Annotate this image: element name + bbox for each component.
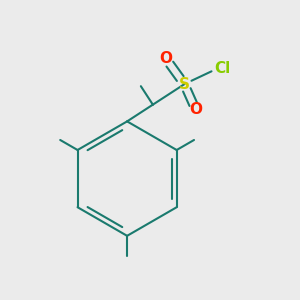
Text: O: O bbox=[159, 51, 172, 66]
Text: O: O bbox=[189, 102, 202, 117]
Text: S: S bbox=[179, 77, 190, 92]
Text: Cl: Cl bbox=[214, 61, 231, 76]
